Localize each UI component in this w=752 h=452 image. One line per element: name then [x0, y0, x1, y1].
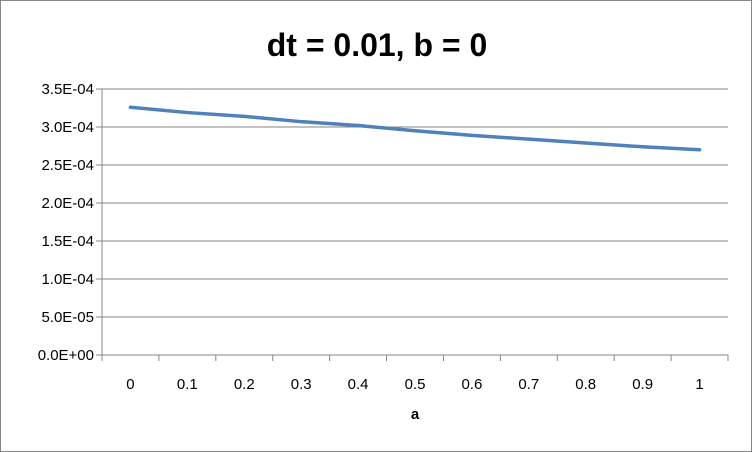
x-tick-label: 0.1 — [177, 376, 198, 393]
series — [128, 105, 702, 152]
x-tick-label: 0.5 — [405, 376, 426, 393]
y-tick-label: 5.0E-05 — [41, 309, 94, 326]
x-tick-label: 0.4 — [348, 376, 369, 393]
y-tick-label: 1.5E-04 — [41, 233, 94, 250]
x-tick-label: 0.2 — [234, 376, 255, 393]
gridlines — [102, 88, 728, 318]
axes — [96, 88, 729, 361]
chart-title: dt = 0.01, b = 0 — [267, 27, 488, 63]
x-tick-label: 0.3 — [291, 376, 312, 393]
x-axis-label: a — [411, 406, 420, 423]
y-tick-label: 2.0E-04 — [41, 195, 94, 212]
x-axis-tick-labels: 0 0.1 0.2 0.3 0.4 0.5 0.6 0.7 0.8 0.9 1 — [126, 376, 703, 393]
y-tick-label: 3.5E-04 — [41, 81, 94, 98]
x-tick-label: 0.6 — [461, 376, 482, 393]
y-tick-label: 1.0E-04 — [41, 271, 94, 288]
series-line — [128, 105, 702, 152]
x-tick-label: 0.8 — [575, 376, 596, 393]
x-tick-label: 1 — [695, 376, 703, 393]
y-axis-tick-labels: 0.0E+00 5.0E-05 1.0E-04 1.5E-04 2.0E-04 2.5E-… — [38, 81, 94, 364]
y-tick-label: 0.0E+00 — [38, 347, 94, 364]
x-tick-label: 0 — [126, 376, 134, 393]
y-tick-label: 2.5E-04 — [41, 157, 94, 174]
y-tick-label: 3.0E-04 — [41, 119, 94, 136]
x-tick-label: 0.9 — [632, 376, 653, 393]
x-tick-label: 0.7 — [518, 376, 539, 393]
